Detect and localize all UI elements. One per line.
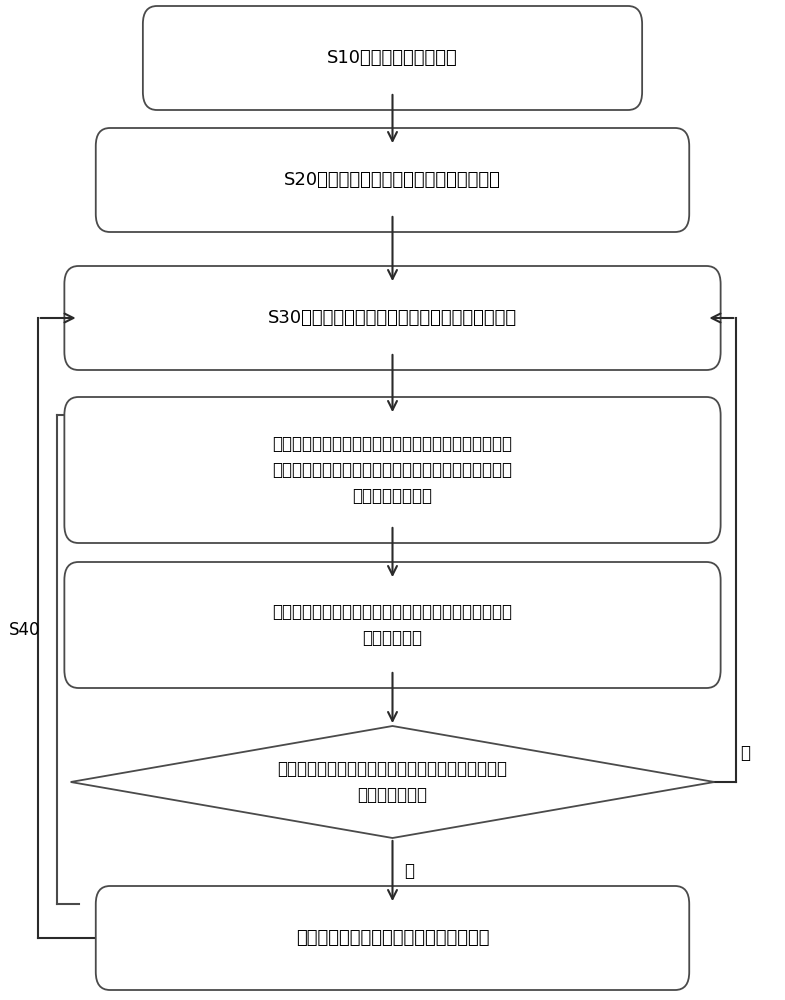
Text: S40: S40 — [9, 621, 41, 639]
Text: S30：从所述服务器中提取待评估车辆的车辆信息: S30：从所述服务器中提取待评估车辆的车辆信息 — [268, 309, 517, 327]
Text: 所述寿命预估模型将所述预估寿命与预设的零件部寿命
阈值进行比较: 所述寿命预估模型将所述预估寿命与预设的零件部寿命 阈值进行比较 — [272, 603, 513, 647]
FancyBboxPatch shape — [64, 562, 721, 688]
Text: 寿命预估模型根据提取到的所述车辆信息对当前所述待
评估车辆的各个零部件的使用寿命进行预估，得出各个
零部件的预估寿命: 寿命预估模型根据提取到的所述车辆信息对当前所述待 评估车辆的各个零部件的使用寿命… — [272, 435, 513, 505]
FancyBboxPatch shape — [96, 886, 689, 990]
FancyBboxPatch shape — [64, 266, 721, 370]
FancyBboxPatch shape — [64, 397, 721, 543]
Polygon shape — [71, 726, 714, 838]
FancyBboxPatch shape — [143, 6, 642, 110]
FancyBboxPatch shape — [96, 128, 689, 232]
Text: 是: 是 — [404, 862, 414, 880]
Text: 否: 否 — [740, 744, 750, 762]
Text: S10：建立寿命预估模型: S10：建立寿命预估模型 — [327, 49, 458, 67]
Text: S20：将所述寿命预估模型部署于服务器中: S20：将所述寿命预估模型部署于服务器中 — [284, 171, 501, 189]
Text: 寿命预估模型输出第一结果信息至服务器: 寿命预估模型输出第一结果信息至服务器 — [296, 929, 489, 947]
Text: 判断当前所述待评估车辆是否包含有预估寿命达到寿
命阈值的零部件: 判断当前所述待评估车辆是否包含有预估寿命达到寿 命阈值的零部件 — [278, 760, 507, 804]
